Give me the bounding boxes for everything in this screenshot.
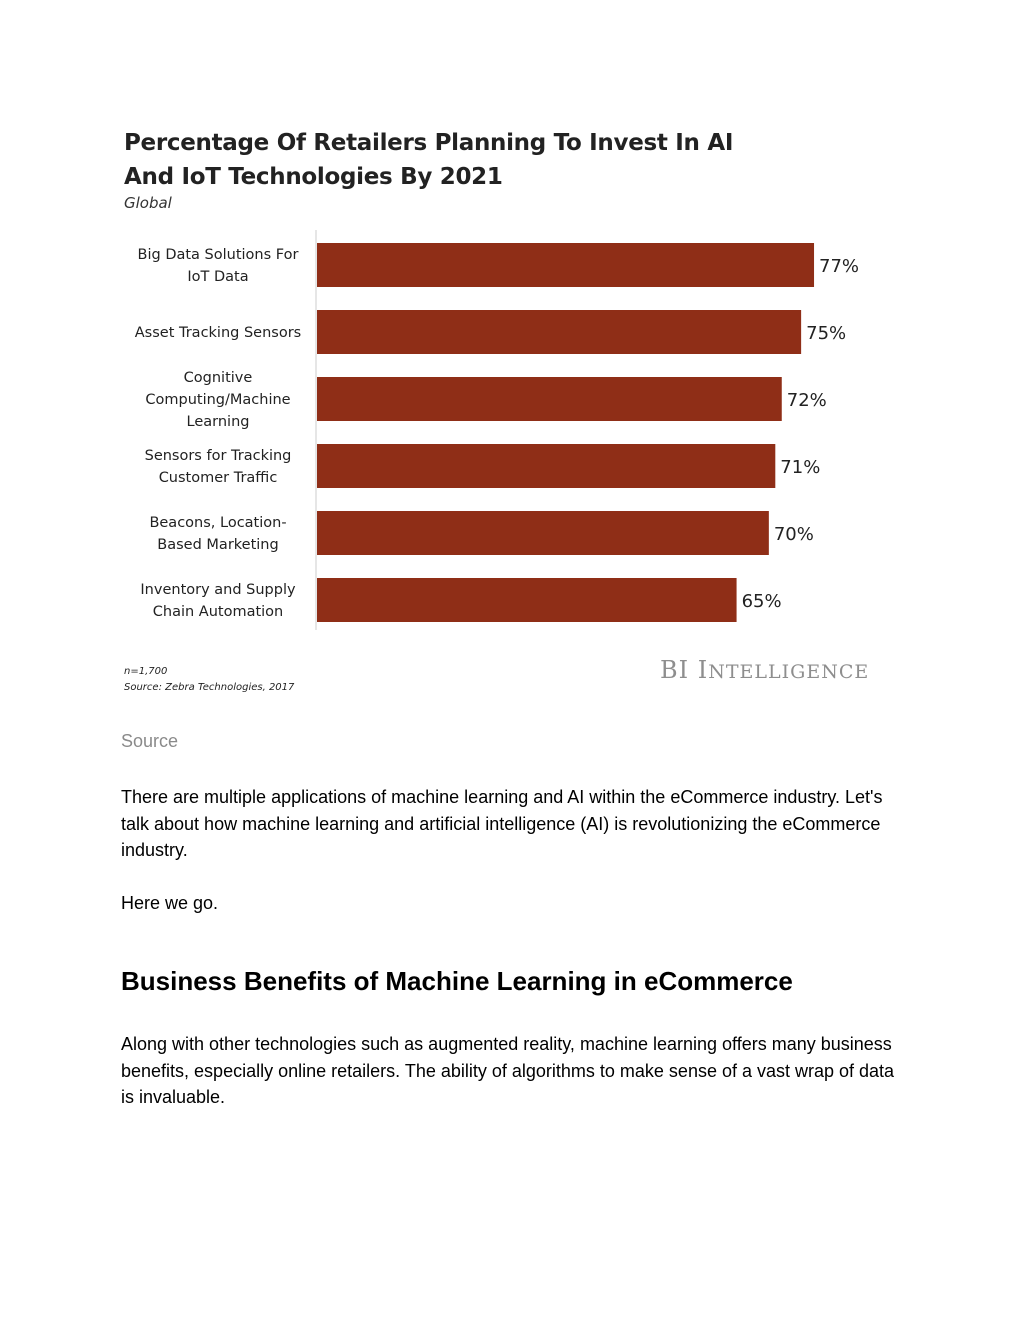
bar-5 — [317, 578, 737, 622]
brand-logo: BI INTELLIGENCE — [660, 656, 870, 684]
bar-3 — [317, 444, 776, 488]
bar-1 — [317, 310, 802, 354]
chart-subtitle: Global — [124, 194, 172, 212]
benefits-paragraph: Along with other technologies such as au… — [121, 1034, 895, 1107]
source-link[interactable]: Source — [121, 731, 179, 751]
category-label-4: Beacons, Location-Based Marketing — [149, 515, 286, 553]
bar-value-label-2: 72% — [787, 390, 827, 411]
bar-2 — [317, 377, 782, 421]
bar-value-label-1: 75% — [806, 323, 846, 344]
bar-chart-figure: Percentage Of Retailers Planning To Inve… — [120, 120, 900, 710]
sample-size-note: n=1,700 — [124, 666, 168, 677]
category-label-0: Big Data Solutions For IoT Data — [138, 247, 299, 285]
category-label-1: Asset Tracking Sensors — [135, 325, 301, 341]
intro-paragraph: There are multiple applications of machi… — [121, 787, 883, 860]
category-label-3: Sensors for Tracking Customer Traffic — [145, 448, 292, 486]
bar-0 — [317, 243, 815, 287]
section-heading: Business Benefits of Machine Learning in… — [121, 966, 793, 996]
category-label-2: Cognitive Computing/Machine Learning — [145, 370, 290, 430]
transition-paragraph: Here we go. — [121, 893, 219, 913]
bar-value-label-3: 71% — [780, 457, 820, 478]
bar-value-label-4: 70% — [774, 524, 814, 545]
bar-value-label-5: 65% — [742, 591, 782, 612]
chart-title: Percentage Of Retailers Planning To Inve… — [124, 130, 734, 190]
bar-value-label-0: 77% — [819, 256, 859, 277]
chart-source-note: Source: Zebra Technologies, 2017 — [124, 682, 295, 693]
category-label-5: Inventory and Supply Chain Automation — [140, 582, 296, 620]
bar-chart: 77% Big Data Solutions For IoT Data 75% Asse… — [135, 230, 859, 630]
bar-4 — [317, 511, 769, 555]
